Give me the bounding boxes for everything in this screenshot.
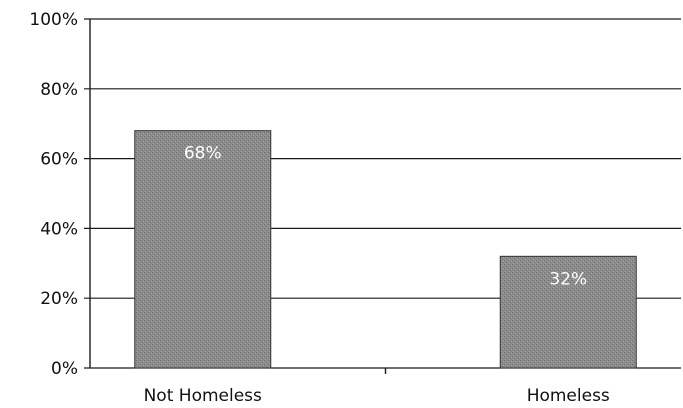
category-label-not-homeless: Not Homeless [144, 386, 262, 406]
data-labels: 68% 32% [184, 144, 587, 290]
y-tick-label-20: 20% [40, 289, 78, 309]
data-label-not-homeless: 68% [184, 144, 222, 164]
y-tick-label-0: 0% [51, 359, 78, 379]
category-label-homeless: Homeless [527, 386, 610, 406]
bar-homeless [499, 255, 637, 369]
bars [134, 130, 637, 369]
x-category-labels: Not Homeless Homeless [144, 386, 610, 406]
y-tick-label-100: 100% [29, 10, 78, 30]
y-tick-label-80: 80% [40, 80, 78, 100]
data-label-homeless: 32% [549, 269, 587, 289]
y-tick-labels: 0% 20% 40% 60% 80% 100% [29, 10, 78, 379]
y-axis [89, 19, 387, 374]
y-tick-label-40: 40% [40, 219, 78, 239]
y-tick-label-60: 60% [40, 150, 78, 170]
bar-not-homeless [134, 130, 272, 369]
